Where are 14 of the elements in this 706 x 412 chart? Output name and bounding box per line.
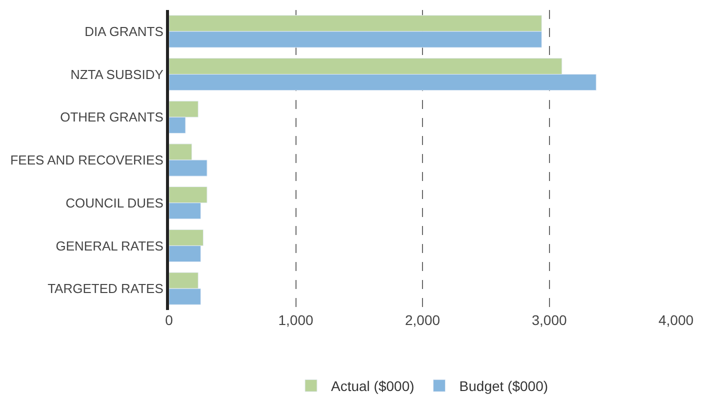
x-tick-label: 4,000 xyxy=(658,312,694,328)
y-tick-label: COUNCIL DUES xyxy=(66,195,164,210)
legend-label: Actual ($000) xyxy=(331,378,414,394)
y-tick-label: GENERAL RATES xyxy=(56,238,164,254)
y-tick-label: FEES AND RECOVERIES xyxy=(10,152,164,168)
y-tick-label: TARGETED RATES xyxy=(48,281,164,296)
x-tick-label: 2,000 xyxy=(404,312,440,328)
legend-label: Budget ($000) xyxy=(459,378,548,394)
y-tick-label: OTHER GRANTS xyxy=(60,110,164,125)
x-tick-label: 3,000 xyxy=(532,312,567,328)
x-tick-label: 0 xyxy=(165,312,174,328)
y-tick-label: NZTA SUBSIDY xyxy=(70,66,164,82)
y-tick-label: DIA GRANTS xyxy=(84,24,164,39)
x-tick-label: 1,000 xyxy=(278,312,314,328)
